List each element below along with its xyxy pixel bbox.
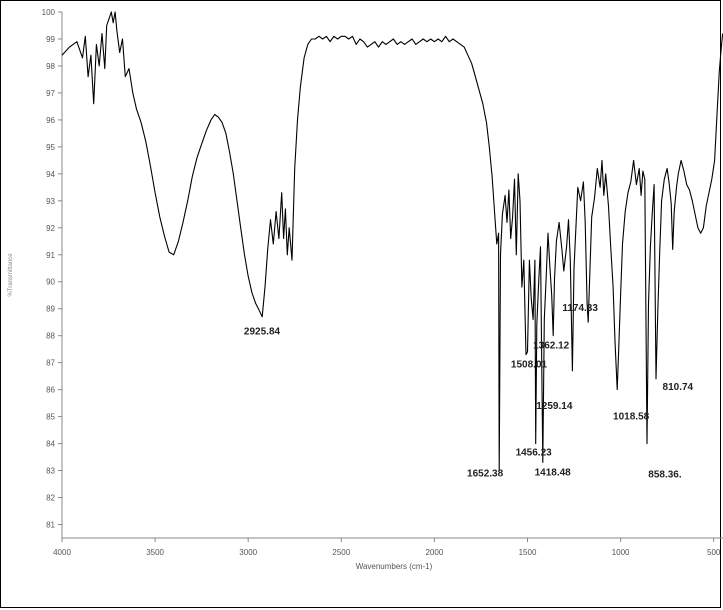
- peak-label: 1259.14: [536, 401, 573, 412]
- y-ticks: 81 82 83 84 85 86 87 88 89 90 91 92 93 94 95 96 97 98 99 10…: [42, 8, 62, 530]
- peak-label: 1018.58: [613, 412, 650, 423]
- x-tick-label: 1500: [519, 548, 537, 557]
- y-tick-label: 95: [46, 143, 55, 152]
- peak-annotations: 2925.84 1652.38 1508.01 1456.23 1418.48 1362.…: [244, 303, 694, 480]
- peak-label: 810.74: [663, 382, 694, 393]
- y-tick-label: 98: [46, 62, 55, 71]
- peak-label: 1508.01: [511, 360, 548, 371]
- peak-label: 2925.84: [244, 326, 281, 337]
- peak-label: 858.36.: [648, 470, 682, 481]
- y-tick-label: 87: [46, 359, 55, 368]
- peak-label: 1652.38: [467, 469, 504, 480]
- y-tick-label: 100: [42, 8, 56, 17]
- y-tick-label: 82: [46, 494, 55, 503]
- series-layer: [61, 11, 723, 472]
- x-ticks: 4000 3500 3000 2500 2000 1500 1000 500: [53, 538, 721, 557]
- y-tick-label: 97: [46, 89, 55, 98]
- y-tick-label: 94: [46, 170, 55, 179]
- x-tick-label: 2500: [332, 548, 350, 557]
- spectrum-line: [61, 11, 723, 472]
- y-tick-label: 84: [46, 440, 55, 449]
- peak-label: 1456.23: [516, 448, 553, 459]
- x-tick-label: 2000: [425, 548, 443, 557]
- y-tick-label: 90: [46, 278, 55, 287]
- peak-label: 1418.48: [535, 467, 572, 478]
- y-tick-label: 93: [46, 197, 55, 206]
- y-tick-label: 85: [46, 413, 55, 422]
- axes: [61, 12, 723, 539]
- peak-label: 1174.33: [562, 303, 598, 314]
- peak-label: 1362.12: [533, 341, 570, 352]
- x-tick-label: 3000: [239, 548, 257, 557]
- x-tick-label: 3500: [146, 548, 164, 557]
- y-tick-label: 89: [46, 305, 55, 314]
- y-tick-label: 96: [46, 116, 55, 125]
- x-tick-label: 500: [707, 548, 721, 557]
- y-tick-label: 83: [46, 467, 55, 476]
- y-tick-label: 86: [46, 386, 55, 395]
- x-tick-label: 4000: [53, 548, 71, 557]
- x-tick-label: 1000: [612, 548, 630, 557]
- y-axis-title: %Transmittance: [8, 253, 14, 297]
- y-tick-label: 88: [46, 332, 55, 341]
- x-axis-title: Wavenumbers (cm-1): [356, 562, 433, 571]
- y-tick-label: 92: [46, 224, 55, 233]
- y-tick-label: 81: [46, 521, 55, 530]
- y-tick-label: 99: [46, 35, 55, 44]
- y-tick-label: 91: [46, 251, 55, 260]
